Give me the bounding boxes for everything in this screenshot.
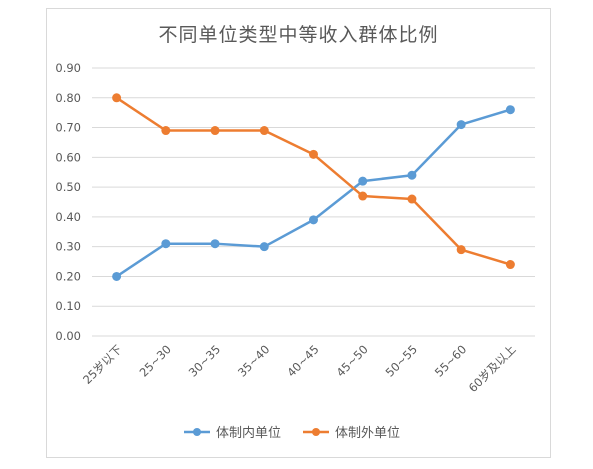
y-tick-label: 0.20 — [55, 269, 81, 283]
legend-marker — [312, 428, 320, 436]
legend-label: 体制内单位 — [216, 425, 281, 441]
data-point — [309, 215, 318, 225]
data-point — [161, 126, 171, 136]
data-point — [505, 105, 515, 115]
y-tick-label: 0.30 — [55, 240, 81, 254]
data-point — [309, 149, 318, 159]
data-point — [161, 239, 171, 249]
data-point — [505, 260, 515, 270]
data-point — [259, 126, 269, 136]
x-tick-label: 25岁以下 — [80, 342, 125, 387]
y-tick-label: 0.60 — [55, 150, 81, 164]
data-point — [407, 194, 417, 204]
series-line-2 — [115, 96, 512, 266]
data-point — [358, 191, 368, 201]
legend-label: 体制外单位 — [335, 426, 400, 441]
data-point — [456, 120, 466, 130]
x-tick-label: 60岁及以上 — [466, 342, 519, 395]
y-tick-label: 0.40 — [55, 210, 81, 224]
legend-marker — [193, 428, 201, 436]
data-point — [358, 176, 368, 186]
data-point — [112, 271, 122, 281]
data-point — [259, 242, 269, 252]
x-tick-label: 30~35 — [186, 342, 223, 379]
x-tick-label: 35~40 — [235, 342, 272, 379]
x-tick-label: 50~55 — [383, 342, 420, 379]
x-tick-label: 40~45 — [284, 342, 321, 379]
x-tick-label: 45~50 — [333, 342, 370, 379]
series-line-1 — [115, 108, 512, 278]
y-tick-label: 0.90 — [55, 61, 81, 75]
data-point — [112, 93, 122, 103]
x-tick-label: 25~30 — [137, 342, 174, 379]
y-tick-label: 0.50 — [55, 180, 81, 194]
y-tick-label: 0.10 — [55, 299, 81, 313]
data-point — [210, 239, 220, 249]
y-tick-label: 0.70 — [55, 121, 81, 135]
data-point — [456, 245, 466, 255]
y-tick-label: 0.80 — [55, 91, 81, 105]
chart-frame — [46, 8, 551, 458]
chart-title: 不同单位类型中等收入群体比例 — [158, 24, 439, 46]
y-tick-label: 0.00 — [55, 329, 81, 343]
data-point — [210, 126, 220, 136]
data-point — [407, 170, 417, 180]
x-tick-label: 55~60 — [432, 342, 469, 379]
